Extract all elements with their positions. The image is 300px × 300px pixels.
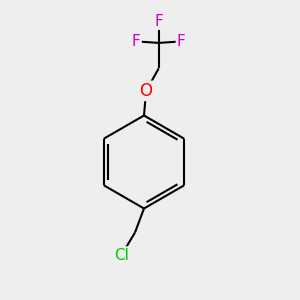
Text: Cl: Cl [114,248,129,262]
Text: O: O [140,82,153,100]
Text: F: F [154,14,163,29]
Text: F: F [177,34,186,49]
Text: F: F [132,34,141,49]
